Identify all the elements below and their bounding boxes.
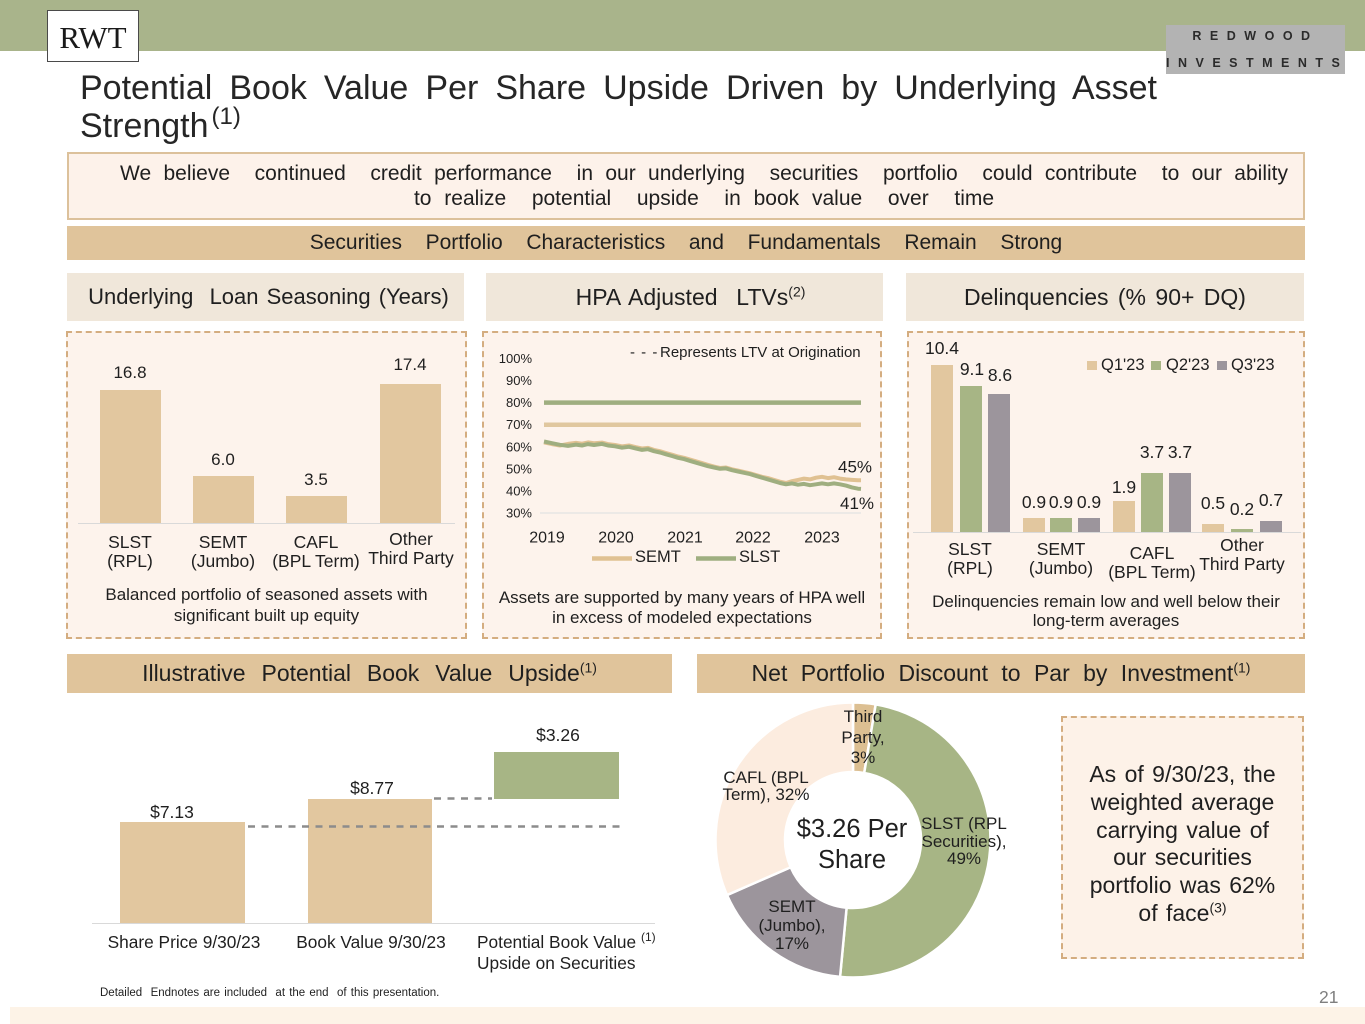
svg-text:2022: 2022 [735, 530, 771, 547]
svg-text:2023: 2023 [804, 530, 840, 547]
svg-text:2021: 2021 [667, 530, 703, 547]
svg-text:90%: 90% [506, 373, 532, 388]
svg-text:70%: 70% [506, 417, 532, 432]
svg-text:Represents LTV at Origination: Represents LTV at Origination [660, 344, 861, 361]
svg-text:2019: 2019 [529, 530, 565, 547]
svg-text:2020: 2020 [598, 530, 634, 547]
svg-text:50%: 50% [506, 461, 532, 476]
svg-text:40%: 40% [506, 483, 532, 498]
svg-text:30%: 30% [506, 506, 532, 521]
svg-text:- - -: - - - [630, 344, 658, 361]
svg-text:SEMT: SEMT [635, 548, 681, 566]
svg-text:60%: 60% [506, 439, 532, 454]
svg-text:100%: 100% [499, 351, 533, 366]
svg-text:SLST: SLST [739, 548, 780, 566]
svg-text:41%: 41% [840, 494, 874, 513]
svg-text:45%: 45% [838, 458, 872, 477]
svg-text:80%: 80% [506, 395, 532, 410]
